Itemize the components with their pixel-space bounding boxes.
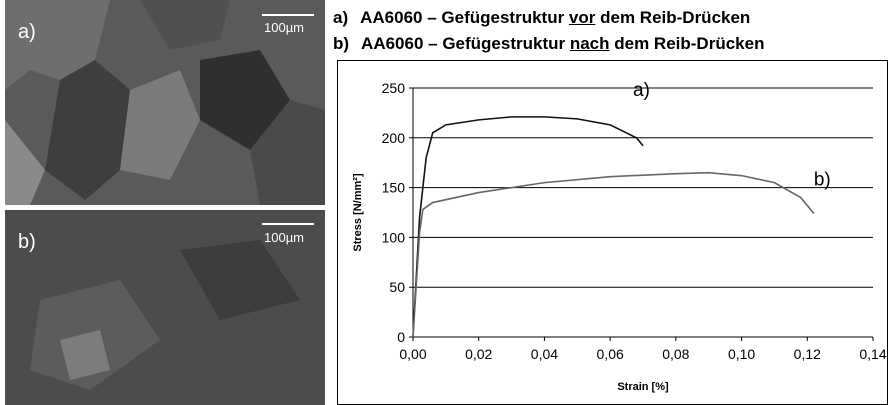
image-label: a) bbox=[18, 21, 36, 43]
y-tick-label: 250 bbox=[382, 80, 406, 96]
scale-label: 100µm bbox=[264, 230, 304, 245]
x-tick-label: 0,14 bbox=[859, 346, 886, 362]
chart: 0 50 100 150 200 250 0,00 0,02 0,04 0,06 0,08 0,10 0… bbox=[337, 60, 889, 405]
header-text: dem Reib-Drücken bbox=[595, 8, 750, 27]
header-text: AA6060 – Gefügestruktur bbox=[360, 8, 569, 27]
x-tick-label: 0,06 bbox=[597, 346, 624, 362]
micrographs: a) 100µm b) 100µm bbox=[0, 0, 330, 405]
annotation: b) bbox=[814, 169, 831, 190]
x-axis-label: Strain [%] bbox=[617, 381, 669, 393]
y-tick-label: 150 bbox=[382, 180, 406, 196]
header-text: vor bbox=[569, 8, 595, 27]
y-tick-label: 100 bbox=[382, 229, 406, 245]
x-tick-label: 0,02 bbox=[465, 346, 492, 362]
y-tick-label: 0 bbox=[397, 329, 405, 345]
image-label: b) bbox=[18, 231, 36, 253]
y-tick-label: 200 bbox=[382, 130, 406, 146]
header-text: b) bbox=[333, 34, 349, 53]
y-axis-label: Stress [N/mm²] bbox=[352, 173, 364, 252]
scale-label: 100µm bbox=[264, 20, 304, 35]
header-text: a) bbox=[333, 8, 348, 27]
x-tick-label: 0,04 bbox=[531, 346, 558, 362]
annotation: a) bbox=[633, 80, 650, 101]
x-tick-label: 0,12 bbox=[794, 346, 821, 362]
header-line: b) AA6060 – Gefügestruktur nach dem Reib-… bbox=[333, 34, 764, 54]
header-text: AA6060 – Gefügestruktur bbox=[361, 34, 570, 53]
x-tick-label: 0,00 bbox=[399, 346, 426, 362]
header-text: nach bbox=[570, 34, 610, 53]
y-tick-label: 50 bbox=[389, 279, 405, 295]
x-tick-label: 0,10 bbox=[728, 346, 755, 362]
header-text: dem Reib-Drücken bbox=[610, 34, 765, 53]
page: a) 100µm b) 100µm a) AA6060 – Gefügestruktur… bbox=[0, 0, 889, 405]
x-tick-label: 0,08 bbox=[662, 346, 689, 362]
header-line: a) AA6060 – Gefügestruktur vor dem Reib-D… bbox=[333, 8, 750, 28]
